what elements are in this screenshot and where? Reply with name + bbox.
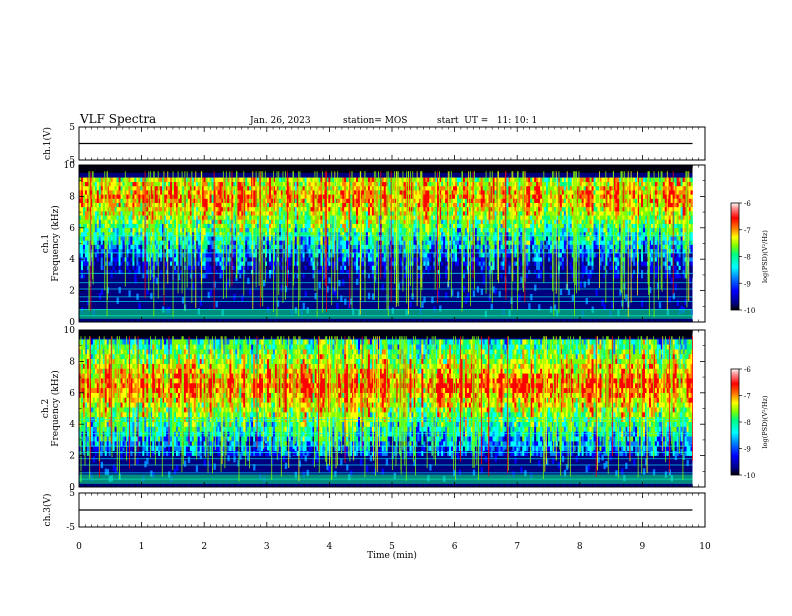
y-tick-label: 8 [69, 357, 75, 367]
figure-title: VLF Spectra [79, 112, 156, 126]
y-tick-label: 8 [69, 192, 75, 202]
y-tick-label: 5 [69, 123, 75, 133]
colorbar-tick-label: -8 [744, 254, 751, 262]
x-tick-label: 2 [201, 542, 207, 552]
colorbar-tick-label: -6 [744, 366, 751, 374]
y-tick-label: 10 [64, 326, 76, 336]
x-tick-label: 9 [640, 542, 646, 552]
colorbar-ch1: -6 -7 -8 -9 -10 log(PSD)(V²/Hz) [731, 200, 769, 315]
y-tick-label: 6 [69, 224, 75, 234]
colorbar-scale [731, 203, 739, 310]
y-tick-label: 10 [64, 161, 76, 171]
header-station: station= MOS [343, 116, 407, 126]
x-tick-label: 3 [264, 542, 270, 552]
x-tick-label: 8 [577, 542, 583, 552]
colorbar-tick-label: -8 [744, 419, 751, 427]
y-axis-label: ch.1(V) [42, 127, 53, 160]
x-axis-label: Time (min) [367, 550, 417, 561]
colorbar-tick-label: -10 [744, 472, 755, 480]
colorbar-tick-label: -9 [744, 446, 751, 454]
header-date: Jan. 26, 2023 [249, 116, 311, 126]
panel-ch3-voltage: 5 -5 ch.3(V) [42, 489, 705, 533]
colorbar-label: log(PSD)(V²/Hz) [761, 230, 769, 283]
colorbar-tick-label: -10 [744, 307, 755, 315]
x-tick-label: 1 [139, 542, 145, 552]
x-tick-label: 0 [76, 542, 82, 552]
y-tick-label: 2 [69, 452, 75, 462]
channel-label: ch.1 [41, 234, 51, 253]
colorbar-tick-label: -6 [744, 200, 751, 208]
colorbar-tick-label: -7 [744, 227, 751, 235]
x-tick-label: 6 [452, 542, 458, 552]
y-tick-label: 4 [69, 255, 75, 265]
colorbar-scale [731, 369, 739, 475]
y-tick-label: -5 [66, 523, 75, 533]
y-axis-label: Frequency (kHz) [50, 370, 61, 447]
y-tick-label: 4 [69, 420, 75, 430]
y-tick-label: 6 [69, 389, 75, 399]
y-axis-label: Frequency (kHz) [50, 205, 61, 282]
colorbar-tick-label: -7 [744, 393, 751, 401]
colorbar-label: log(PSD)(V²/Hz) [761, 395, 769, 448]
y-axis-label: ch.3(V) [42, 494, 53, 527]
channel-label: ch.2 [41, 399, 51, 418]
colorbar-tick-label: -9 [744, 280, 751, 288]
colorbar-ch2: -6 -7 -8 -9 -10 log(PSD)(V²/Hz) [731, 366, 769, 480]
header-start-ut: start UT = 11: 10: 1 [437, 116, 537, 126]
x-tick-label: 4 [327, 542, 333, 552]
panel-ch1-voltage: 5-5ch.1(V) [42, 123, 705, 166]
x-tick-label: 10 [699, 542, 711, 552]
y-tick-label: 5 [69, 489, 75, 499]
y-tick-label: 2 [69, 287, 75, 297]
x-tick-label: 7 [514, 542, 520, 552]
